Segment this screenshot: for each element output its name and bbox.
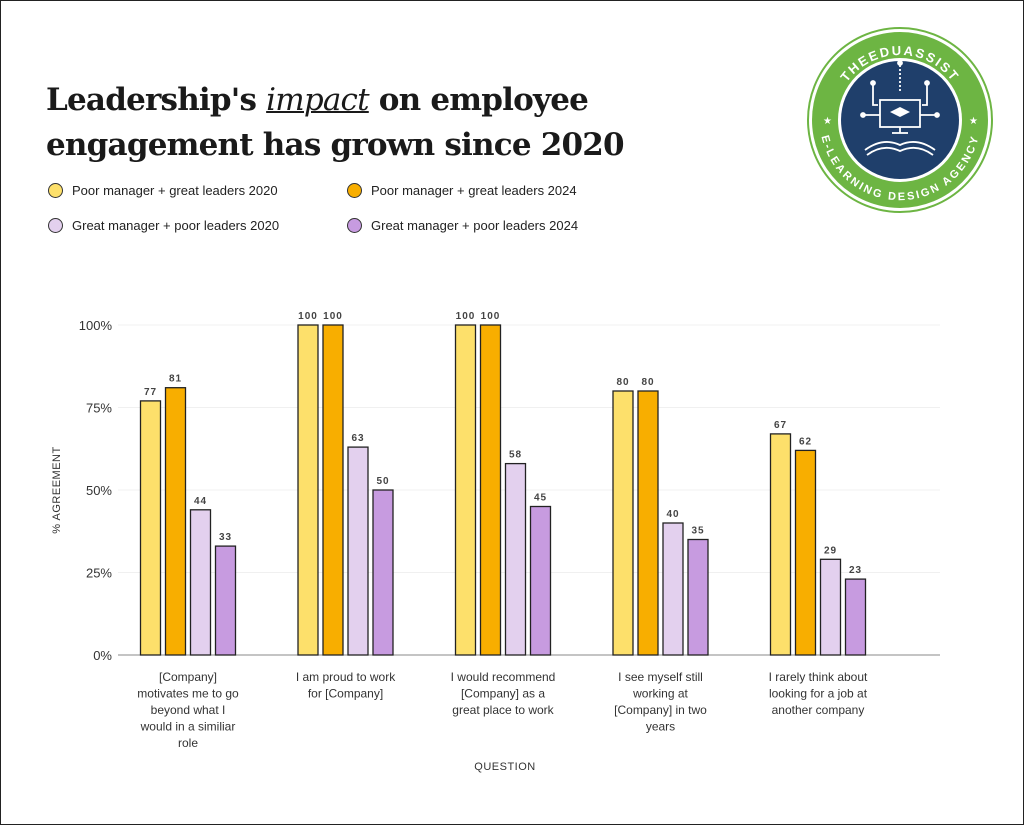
data-label: 100 xyxy=(323,311,343,322)
bar xyxy=(612,390,634,656)
legend-label: Poor manager + great leaders 2024 xyxy=(371,183,577,198)
data-label: 100 xyxy=(481,311,501,322)
x-tick-label: role xyxy=(178,736,198,750)
x-tick-label: I see myself still xyxy=(618,670,703,684)
y-tick-label: 100% xyxy=(79,318,113,333)
x-tick-label: great place to work xyxy=(452,703,554,717)
data-label: 81 xyxy=(169,374,182,385)
x-tick-label: [Company] in two xyxy=(614,703,707,717)
legend-item: Great manager + poor leaders 2024 xyxy=(347,218,578,233)
bar xyxy=(637,390,659,656)
data-label: 67 xyxy=(774,420,787,431)
bar xyxy=(164,387,187,656)
legend-swatch xyxy=(347,218,362,233)
data-label: 62 xyxy=(799,436,812,447)
x-tick-label: I rarely think about xyxy=(769,670,868,684)
bar xyxy=(454,324,477,656)
bar xyxy=(189,509,212,656)
x-tick-label: would in a similiar xyxy=(140,720,236,734)
x-tick-label: working at xyxy=(632,687,688,701)
title-highlight: impact xyxy=(266,82,369,118)
data-label: 23 xyxy=(849,565,862,576)
legend-label: Great manager + poor leaders 2020 xyxy=(72,218,280,233)
legend-item: Great manager + poor leaders 2020 xyxy=(48,218,279,233)
star-icon: ★ xyxy=(969,116,978,127)
data-label: 100 xyxy=(298,311,318,322)
data-label: 40 xyxy=(666,509,679,520)
y-axis-label: % AGREEMENT xyxy=(51,446,63,533)
data-label: 77 xyxy=(144,387,157,398)
bar xyxy=(139,400,162,656)
bar xyxy=(372,489,394,656)
chart-title: Leadership's impact on employee engageme… xyxy=(46,78,625,168)
x-tick-label: years xyxy=(646,720,675,734)
y-tick-label: 25% xyxy=(86,566,112,581)
bar xyxy=(844,578,867,656)
star-icon: ★ xyxy=(823,116,832,127)
bar xyxy=(479,324,502,656)
legend-label: Poor manager + great leaders 2020 xyxy=(72,183,278,198)
data-label: 80 xyxy=(641,377,654,388)
legend-swatch xyxy=(48,218,63,233)
legend-item: Poor manager + great leaders 2024 xyxy=(347,183,577,198)
bar xyxy=(687,538,709,656)
x-tick-label: for [Company] xyxy=(308,687,383,701)
data-label: 63 xyxy=(351,433,364,444)
x-axis-label: QUESTION xyxy=(474,761,535,773)
bar xyxy=(322,324,344,656)
title-part: Leadership's xyxy=(46,82,267,118)
legend-swatch xyxy=(48,183,63,198)
x-tick-label: I would recommend xyxy=(451,670,556,684)
data-label: 29 xyxy=(824,545,837,556)
x-tick-label: I am proud to work xyxy=(296,670,396,684)
data-label: 44 xyxy=(194,496,207,507)
title-part: on employee xyxy=(368,82,589,118)
x-tick-label: [Company] as a xyxy=(461,687,545,701)
data-label: 80 xyxy=(616,377,629,388)
x-tick-label: looking for a job at xyxy=(769,687,868,701)
y-tick-label: 50% xyxy=(86,483,112,498)
legend-item: Poor manager + great leaders 2020 xyxy=(48,183,278,198)
data-label: 45 xyxy=(534,493,547,504)
logo: THEEDUASSIST E-LEARNING DESIGN AGENCY ★ … xyxy=(807,27,993,213)
title-line2: engagement has grown since 2020 xyxy=(46,127,625,163)
bar xyxy=(529,505,552,656)
bar xyxy=(347,446,369,656)
y-tick-label: 0% xyxy=(93,648,112,663)
data-label: 33 xyxy=(219,532,232,543)
bar xyxy=(214,545,237,656)
bar xyxy=(297,324,319,656)
data-label: 35 xyxy=(691,526,704,537)
x-tick-label: beyond what I xyxy=(151,703,226,717)
x-tick-label: motivates me to go xyxy=(137,687,239,701)
bar xyxy=(819,558,842,656)
x-tick-label: another company xyxy=(772,703,865,717)
y-tick-label: 75% xyxy=(86,401,112,416)
bar xyxy=(662,522,684,656)
bar xyxy=(769,433,792,656)
bar xyxy=(504,462,527,656)
data-label: 58 xyxy=(509,450,522,461)
legend-swatch xyxy=(347,183,362,198)
data-label: 50 xyxy=(376,476,389,487)
bar xyxy=(794,449,817,656)
legend-label: Great manager + poor leaders 2024 xyxy=(371,218,579,233)
x-tick-label: [Company] xyxy=(159,670,217,684)
data-label: 100 xyxy=(456,311,476,322)
